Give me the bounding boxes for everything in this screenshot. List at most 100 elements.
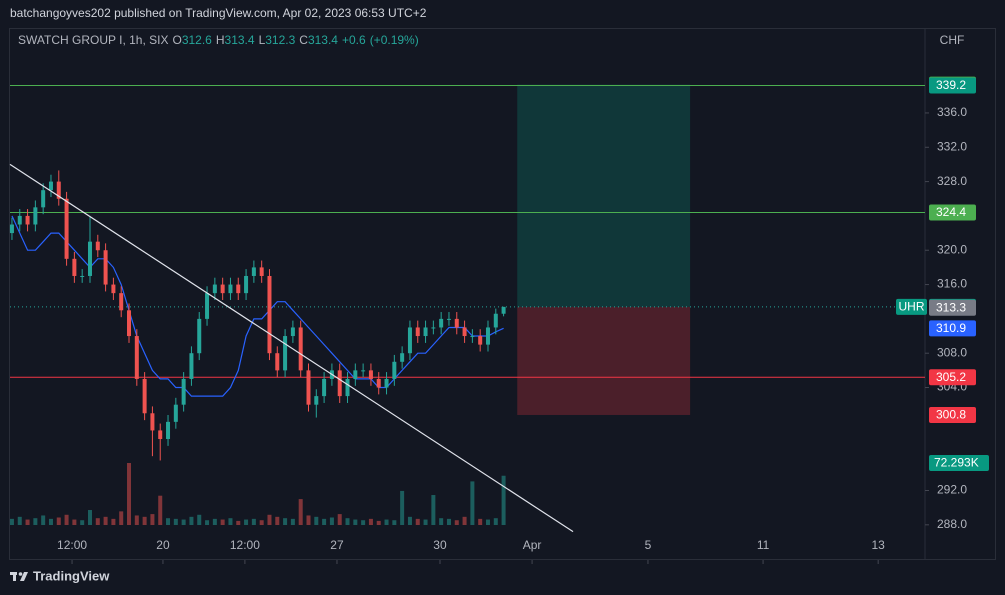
stop-zone (517, 306, 691, 415)
price-label-box (929, 204, 976, 221)
volume-bar (197, 514, 202, 525)
x-tick-label: 12:00 (230, 538, 260, 552)
volume-bar (9, 518, 14, 525)
price-label: 305.2 (936, 370, 966, 384)
volume-bar (95, 518, 100, 525)
candle-body (431, 327, 436, 329)
volume-label: 72.293K (934, 456, 979, 470)
candle-body (166, 421, 171, 440)
volume-bar (251, 518, 256, 525)
y-tick-label: 288.0 (937, 517, 967, 531)
candle-body (95, 241, 100, 251)
candle-body (283, 336, 288, 371)
volume-bar (142, 516, 147, 525)
l-letter: L (259, 33, 266, 47)
candle-body (56, 181, 61, 199)
publisher: batchangoyves202 published on TradingVie… (10, 6, 427, 20)
candle-body (345, 378, 350, 397)
candle-body (314, 396, 319, 405)
candle-body (400, 353, 405, 362)
candle-body (337, 370, 342, 397)
ticker-label: UHR (899, 300, 925, 314)
candle-body (48, 181, 53, 191)
volume-bar (392, 520, 397, 525)
volume-bar (72, 519, 77, 525)
trendline (9, 163, 574, 533)
volume-bar (228, 518, 233, 525)
candle-body (244, 275, 249, 294)
volume-bar (244, 519, 249, 525)
candle-body (127, 310, 132, 337)
volume-bar (236, 520, 241, 525)
volume-bar (290, 518, 295, 525)
c-letter: C (299, 33, 308, 47)
volume-bar (220, 519, 225, 525)
candle-body (212, 284, 217, 294)
candle-body (9, 224, 14, 234)
y-tick-label: 336.0 (937, 105, 967, 119)
candle-body (142, 378, 147, 414)
candle-body (462, 327, 467, 337)
candle-body (259, 267, 264, 276)
y-tick-label: 328.0 (937, 174, 967, 188)
volume-bar (298, 499, 303, 525)
candle-body (493, 313, 498, 328)
candle-body (150, 413, 155, 431)
volume-bar (189, 516, 194, 525)
y-tick-label: 292.0 (937, 483, 967, 497)
candle-body (361, 370, 366, 372)
price-label: 310.9 (936, 321, 966, 335)
volume-bar (314, 516, 319, 525)
volume-bar (337, 514, 342, 525)
volume-bar (283, 518, 288, 525)
volume-bar (205, 520, 210, 525)
price-label: 313.3 (936, 300, 966, 314)
candle-body (119, 293, 124, 311)
volume-bar (400, 490, 405, 525)
volume-bar (322, 518, 327, 525)
volume-bar (493, 518, 498, 525)
candle-body (181, 378, 186, 405)
candle-body (384, 378, 389, 388)
volume-bar (485, 519, 490, 525)
candle-body (41, 190, 46, 208)
price-label-box (929, 77, 976, 94)
volume-bar (150, 514, 155, 525)
ticker-box (896, 298, 927, 315)
volume-bar (267, 514, 272, 525)
volume-bar (103, 516, 108, 525)
volume-bar (158, 495, 163, 525)
x-tick-label: 5 (645, 538, 652, 552)
volume-bar (501, 475, 506, 525)
volume-bar (56, 517, 61, 525)
candle-body (197, 318, 202, 354)
candle-body (446, 318, 451, 320)
candle-body (392, 361, 397, 379)
candle-body (72, 258, 77, 276)
volume-bar (415, 518, 420, 525)
logo (10, 572, 28, 581)
volume-bar (446, 518, 451, 525)
volume-bar (478, 518, 483, 525)
candle-body (134, 336, 139, 379)
volume-bar (41, 515, 46, 525)
candle-body (220, 284, 225, 294)
volume-bar (423, 519, 428, 525)
volume-bar (329, 517, 334, 525)
x-tick-label: 20 (156, 538, 170, 552)
candle-body (298, 327, 303, 371)
candle-body (236, 284, 241, 294)
volume-bar (80, 520, 85, 525)
candle-body (25, 215, 30, 225)
volume-bar (407, 516, 412, 525)
candle-body (158, 430, 163, 440)
candle-body (407, 327, 412, 354)
volume-bar (353, 519, 358, 525)
change: +0.6 (342, 33, 366, 47)
volume-bar (87, 510, 92, 525)
price-label: 300.8 (936, 408, 966, 422)
x-tick-label: Apr (523, 538, 542, 552)
price-label: 339.2 (936, 78, 966, 92)
candle-body (228, 284, 233, 294)
